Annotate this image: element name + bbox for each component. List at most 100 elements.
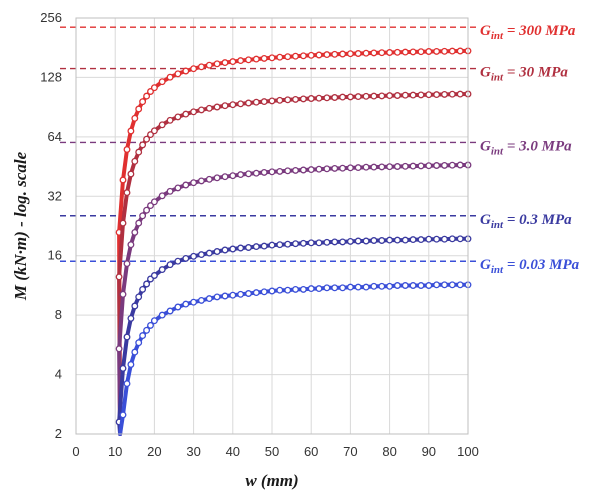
data-point: [197, 296, 205, 304]
data-point: [197, 177, 205, 185]
data-point: [205, 249, 213, 257]
series-label-sub: int: [491, 219, 504, 231]
data-point: [127, 241, 135, 249]
data-point: [362, 237, 370, 245]
data-point: [143, 206, 151, 214]
data-point: [260, 168, 268, 176]
data-point: [205, 104, 213, 112]
data-point: [158, 78, 166, 86]
data-point: [174, 184, 182, 192]
data-point: [433, 162, 441, 169]
data-point: [417, 236, 425, 244]
data-point: [205, 61, 213, 69]
data-point: [284, 96, 292, 104]
data-point: [166, 116, 174, 124]
data-point: [386, 282, 394, 290]
series-line: [117, 163, 470, 436]
data-point: [354, 93, 362, 101]
data-point: [213, 293, 221, 301]
data-point: [139, 98, 147, 106]
x-tick-label: 40: [226, 444, 240, 459]
data-point: [221, 59, 229, 67]
data-point: [409, 236, 417, 244]
data-point: [292, 166, 299, 174]
data-point: [221, 246, 229, 254]
data-point: [131, 302, 139, 310]
data-point: [139, 141, 147, 149]
data-point: [237, 290, 245, 298]
data-point: [276, 241, 284, 249]
data-point: [433, 281, 441, 289]
data-point: [284, 286, 292, 294]
data-point: [331, 94, 339, 101]
data-point: [299, 95, 307, 103]
data-point: [174, 303, 182, 311]
data-point: [401, 48, 409, 56]
data-point: [197, 251, 205, 259]
series-label-rest: = 300 MPa: [503, 23, 576, 39]
data-point: [284, 53, 292, 61]
x-tick-label: 10: [108, 444, 122, 459]
data-point: [119, 290, 127, 298]
x-axis-title: w (mm): [245, 471, 298, 490]
series-label-main: G: [480, 65, 491, 81]
data-point: [433, 91, 441, 99]
data-point: [252, 243, 260, 251]
data-point: [182, 67, 190, 75]
data-point: [135, 105, 143, 113]
data-point: [292, 285, 299, 293]
data-point: [401, 236, 409, 244]
data-point: [174, 113, 182, 121]
series-label-rest: = 3.0 MPa: [503, 138, 572, 154]
data-point: [221, 102, 229, 110]
series-label-main: G: [480, 212, 491, 228]
data-point: [401, 162, 409, 170]
data-point: [315, 94, 323, 102]
data-point: [213, 248, 221, 255]
data-point: [425, 48, 433, 55]
data-point: [386, 92, 394, 100]
x-tick-label: 90: [422, 444, 436, 459]
data-point: [245, 56, 252, 64]
data-point: [182, 300, 190, 308]
x-tick-label: 60: [304, 444, 318, 459]
data-point: [166, 73, 174, 81]
data-point: [448, 47, 456, 55]
data-point: [252, 55, 260, 63]
y-tick-label: 8: [55, 307, 62, 322]
data-point: [417, 282, 425, 289]
series-label-rest: = 0.3 MPa: [503, 212, 572, 228]
x-tick-label: 20: [147, 444, 161, 459]
data-point: [229, 58, 237, 66]
data-point: [425, 91, 433, 99]
data-point: [276, 96, 284, 104]
data-point: [441, 235, 448, 243]
data-point: [299, 285, 307, 293]
data-point: [260, 54, 268, 62]
data-point: [323, 94, 331, 102]
data-point: [115, 273, 123, 281]
data-point: [127, 314, 135, 322]
data-point: [331, 50, 339, 58]
data-point: [448, 235, 456, 243]
data-point: [229, 291, 237, 299]
data-point: [135, 293, 143, 301]
data-point: [221, 292, 229, 300]
y-tick-label: 16: [48, 248, 62, 263]
data-point: [147, 131, 154, 139]
data-point: [425, 235, 433, 243]
data-point: [150, 198, 158, 206]
data-point: [147, 321, 154, 329]
x-tick-label: 70: [343, 444, 357, 459]
data-point: [409, 48, 417, 56]
gridlines: [75, 17, 469, 435]
data-point: [190, 65, 198, 73]
data-point: [299, 166, 307, 174]
data-point: [245, 244, 252, 251]
data-point: [139, 212, 147, 220]
data-point: [417, 162, 425, 170]
data-point: [268, 241, 276, 249]
y-tick-label: 2: [55, 426, 62, 441]
data-point: [123, 333, 131, 341]
